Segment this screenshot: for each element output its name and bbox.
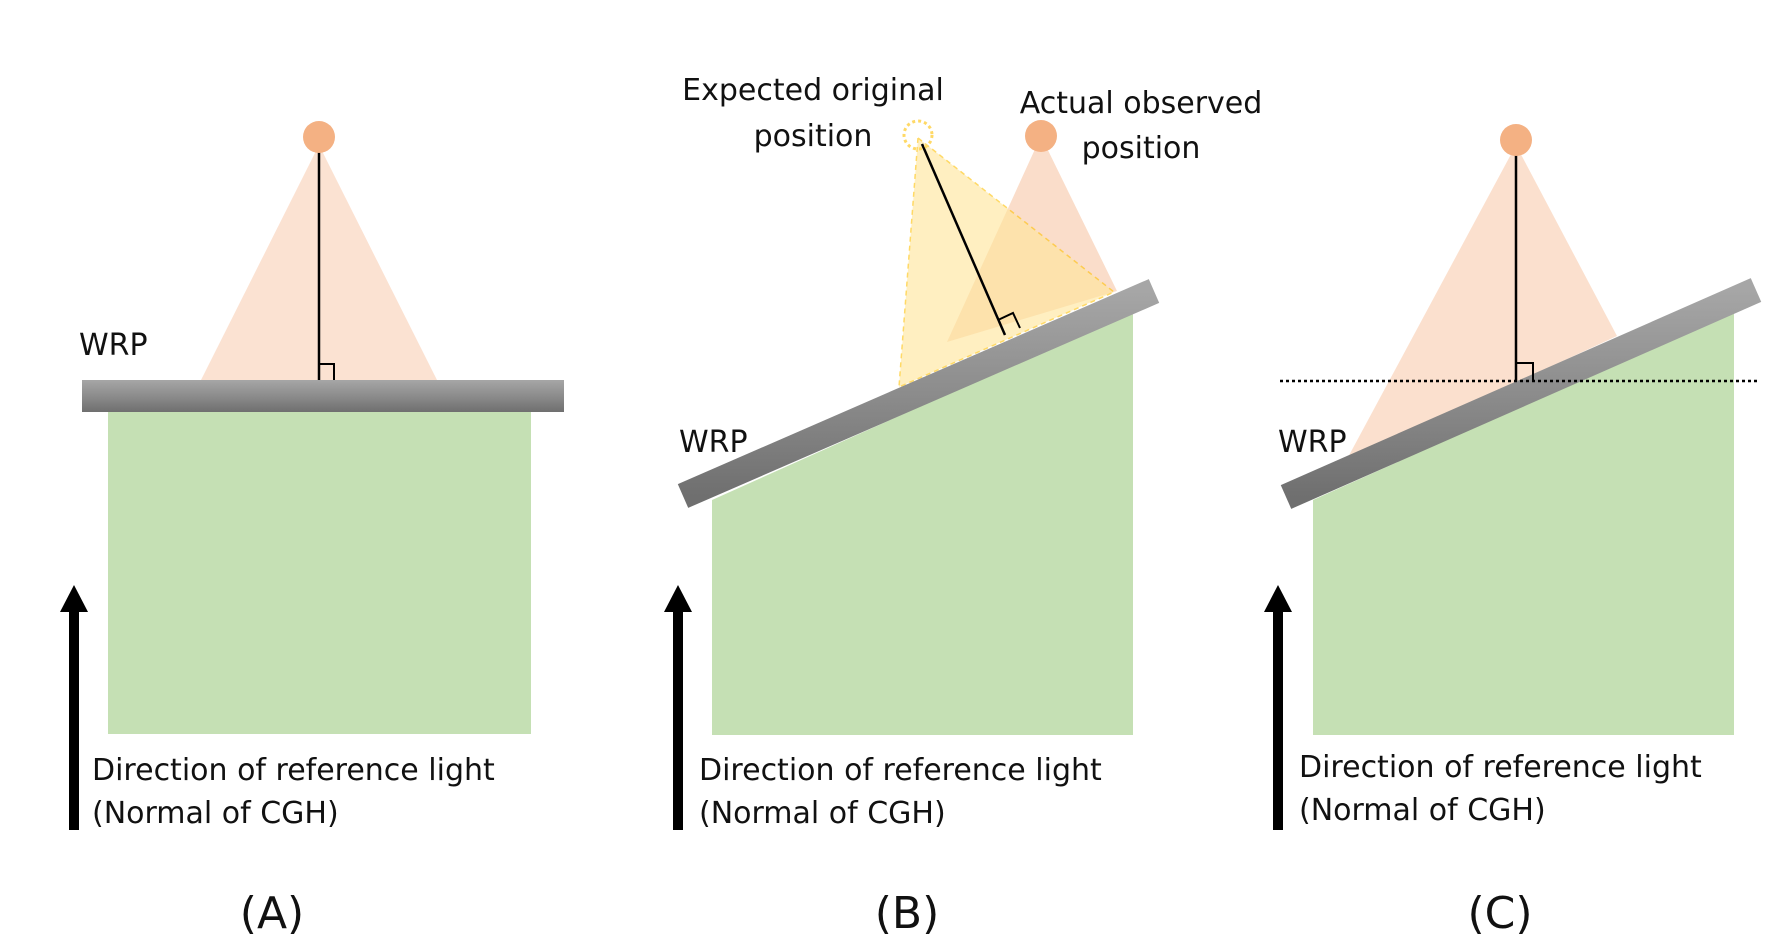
reference-light-arrow [1264, 585, 1292, 830]
perpendicular-line [920, 143, 1007, 336]
expected-label-line1: Expected original [682, 73, 944, 108]
expected-cone [898, 136, 1116, 389]
arrow-label-line1: Direction of reference light [92, 753, 495, 788]
actual-label-line2: position [1082, 131, 1201, 166]
arrow-label-line2: (Normal of CGH) [1299, 793, 1546, 828]
wrp-plane [1280, 278, 1762, 509]
arrow-label-line1: Direction of reference light [699, 753, 1102, 788]
point-source [1500, 124, 1532, 156]
right-angle-mark [997, 311, 1021, 329]
panel-caption: (B) [875, 888, 940, 939]
panel-caption: (C) [1467, 888, 1532, 939]
wrp-label: WRP [1278, 425, 1347, 460]
wrp-plane [677, 279, 1160, 508]
reference-light-arrow [664, 585, 692, 830]
expected-point-source [902, 119, 934, 151]
arrow-label-line1: Direction of reference light [1299, 750, 1702, 785]
wrp-label: WRP [79, 328, 148, 363]
actual-point-source [1025, 120, 1057, 152]
hologram-region [108, 412, 531, 734]
wrp-label: WRP [679, 425, 748, 460]
right-angle-mark [1516, 362, 1534, 381]
arrow-label-line2: (Normal of CGH) [92, 796, 339, 831]
reference-light-arrow [60, 585, 88, 830]
actual-label-line1: Actual observed [1020, 86, 1263, 121]
arrow-label-line2: (Normal of CGH) [699, 796, 946, 831]
panel-b: Expected original position Actual observ… [664, 73, 1262, 939]
panel-caption: (A) [240, 888, 304, 939]
panel-c: WRP Direction of reference light (Normal… [1264, 124, 1762, 939]
right-angle-mark [319, 363, 335, 380]
hologram-region [712, 311, 1133, 735]
point-source [303, 121, 335, 153]
panel-a: WRP Direction of reference light (Normal… [60, 121, 564, 939]
expected-label-line2: position [754, 119, 873, 154]
hologram-region [1313, 311, 1734, 735]
wrp-plane [82, 380, 564, 412]
